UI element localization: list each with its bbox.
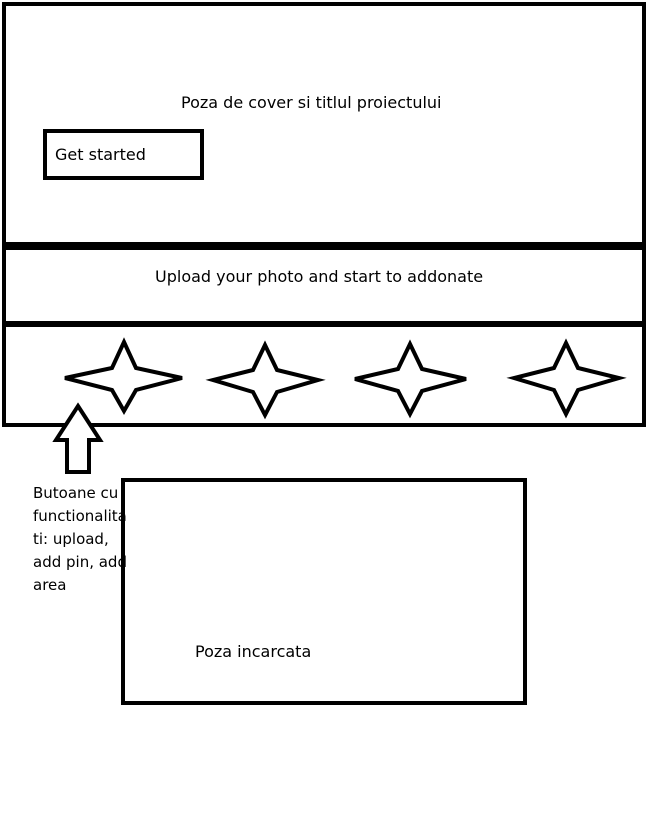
annotation-line: functionalita — [33, 507, 127, 525]
annotation-line: add pin, add — [33, 553, 127, 571]
star-icon[interactable] — [506, 338, 627, 419]
arrow-up-icon — [52, 402, 104, 474]
get-started-button[interactable] — [43, 129, 204, 180]
upload-banner-text: Upload your photo and start to addonate — [155, 267, 484, 286]
cover-title: Poza de cover si titlul proiectului — [181, 93, 442, 112]
star-icon[interactable] — [354, 339, 467, 419]
cover-section — [2, 2, 646, 246]
star-icon[interactable] — [64, 337, 183, 416]
toolbar — [2, 323, 646, 427]
uploaded-photo-label: Poza incarcata — [195, 642, 312, 661]
buttons-annotation: Butoane cu functionalita ti: upload, add… — [33, 482, 129, 597]
get-started-label: Get started — [55, 145, 146, 164]
annotation-line: Butoane cu — [33, 484, 119, 502]
annotation-line: ti: upload, — [33, 530, 109, 548]
annotation-line: area — [33, 576, 67, 594]
uploaded-photo — [121, 478, 527, 705]
star-icon[interactable] — [205, 340, 326, 420]
